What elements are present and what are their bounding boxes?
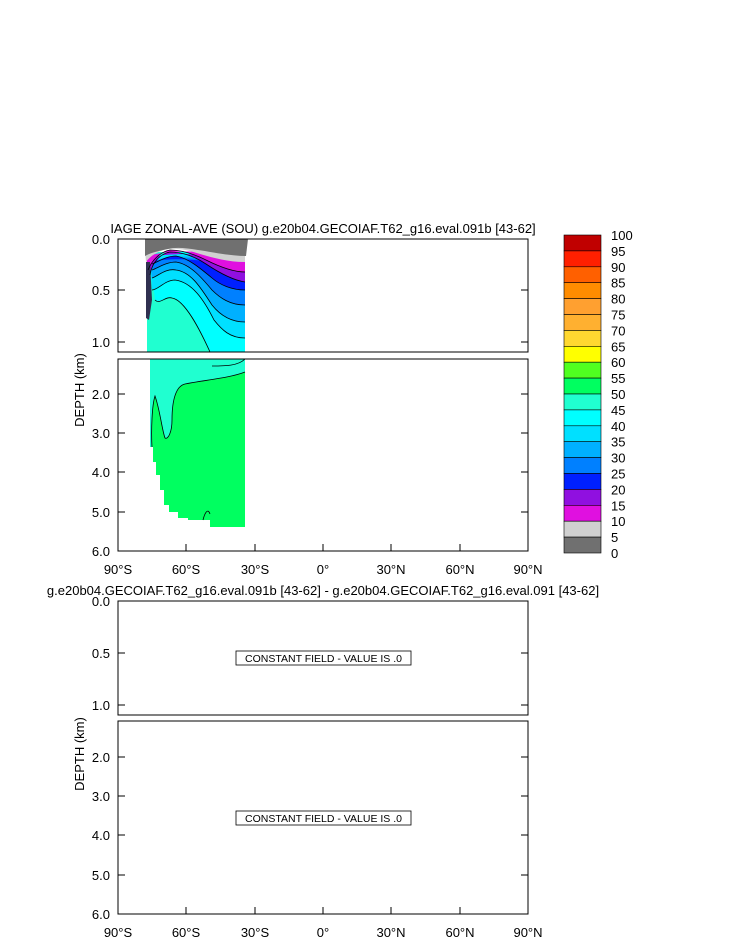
y-tick-label: 0.0 — [92, 594, 110, 609]
colorbar-label: 50 — [611, 387, 625, 402]
x-tick-label: 90°N — [513, 562, 542, 577]
x-tick-label: 60°S — [172, 925, 201, 940]
panel2-x-ticks: 90°S 60°S 30°S 0° 30°N 60°N 90°N — [104, 907, 543, 940]
colorbar-label: 40 — [611, 419, 625, 434]
panel1-ylabel: DEPTH (km) — [72, 353, 87, 427]
panel2-y-ticks: 0.0 0.5 1.0 2.0 3.0 4.0 5.0 6.0 — [92, 594, 528, 922]
x-tick-label: 0° — [317, 925, 329, 940]
colorbar-swatch — [563, 441, 602, 458]
colorbar-swatch — [563, 425, 602, 442]
y-tick-label: 0.5 — [92, 283, 110, 298]
y-tick-label: 5.0 — [92, 505, 110, 520]
colorbar-label: 90 — [611, 260, 625, 275]
y-tick-label: 6.0 — [92, 544, 110, 559]
x-tick-label: 90°N — [513, 925, 542, 940]
colorbar-swatch — [563, 536, 602, 554]
constant-field-box-upper: CONSTANT FIELD - VALUE IS .0 — [235, 650, 412, 666]
colorbar: 1009590858075706560555045403530252015105… — [563, 228, 633, 561]
colorbar-label: 95 — [611, 244, 625, 259]
colorbar-swatch — [563, 377, 602, 395]
colorbar-swatch — [563, 298, 602, 315]
panel1-y-ticks: 0.0 0.5 1.0 2.0 3.0 4.0 5.0 6.0 — [92, 232, 528, 559]
colorbar-swatch — [563, 234, 602, 252]
colorbar-label: 75 — [611, 308, 625, 323]
y-tick-label: 4.0 — [92, 828, 110, 843]
colorbar-label: 55 — [611, 371, 625, 386]
y-tick-label: 0.0 — [92, 232, 110, 247]
colorbar-swatch — [563, 266, 602, 283]
x-tick-label: 60°N — [445, 562, 474, 577]
y-tick-label: 6.0 — [92, 907, 110, 922]
colorbar-label: 100 — [611, 228, 633, 243]
panel1-title: IAGE ZONAL-AVE (SOU) g.e20b04.GECOIAF.T6… — [110, 221, 535, 236]
x-tick-label: 90°S — [104, 562, 133, 577]
panel1-upper-contours — [145, 239, 248, 353]
panel1-upper-frame — [117, 238, 529, 353]
x-tick-label: 30°N — [376, 562, 405, 577]
colorbar-swatch — [563, 489, 602, 506]
colorbar-label: 80 — [611, 292, 625, 307]
x-tick-label: 60°N — [445, 925, 474, 940]
colorbar-label: 85 — [611, 276, 625, 291]
x-tick-label: 90°S — [104, 925, 133, 940]
colorbar-swatch — [563, 504, 602, 522]
colorbar-label: 45 — [611, 403, 625, 418]
y-tick-label: 2.0 — [92, 750, 110, 765]
colorbar-swatch — [563, 330, 602, 347]
colorbar-label: 70 — [611, 323, 625, 338]
colorbar-label: 15 — [611, 498, 625, 513]
y-tick-label: 5.0 — [92, 868, 110, 883]
panel2-ylabel: DEPTH (km) — [72, 717, 87, 791]
colorbar-swatch — [563, 393, 602, 411]
y-tick-label: 3.0 — [92, 789, 110, 804]
contour-0-fill — [145, 239, 248, 256]
colorbar-label: 60 — [611, 355, 625, 370]
colorbar-label: 25 — [611, 467, 625, 482]
colorbar-label: 20 — [611, 482, 625, 497]
y-tick-label: 2.0 — [92, 387, 110, 402]
contour-50-lower-fill — [151, 372, 245, 527]
colorbar-swatch — [563, 361, 602, 379]
colorbar-swatch — [563, 250, 602, 268]
panel1-lower-contours — [140, 358, 246, 559]
colorbar-label: 10 — [611, 514, 625, 529]
panel2-title: g.e20b04.GECOIAF.T62_g16.eval.091b [43-6… — [47, 583, 599, 598]
y-tick-label: 1.0 — [92, 335, 110, 350]
x-tick-label: 60°S — [172, 562, 201, 577]
colorbar-swatch — [563, 473, 602, 490]
colorbar-label: 65 — [611, 339, 625, 354]
contour-edge — [146, 262, 152, 320]
colorbar-swatch — [563, 282, 602, 299]
y-tick-label: 3.0 — [92, 426, 110, 441]
constant-field-label: CONSTANT FIELD - VALUE IS .0 — [245, 653, 402, 665]
y-tick-label: 4.0 — [92, 465, 110, 480]
colorbar-label: 5 — [611, 530, 618, 545]
panel1-x-ticks: 90°S 60°S 30°S 0° 30°N 60°N 90°N — [104, 544, 543, 577]
x-tick-label: 30°N — [376, 925, 405, 940]
colorbar-label: 0 — [611, 546, 618, 561]
colorbar-swatch — [563, 314, 602, 331]
x-tick-label: 30°S — [241, 925, 270, 940]
panel2-upper-frame — [117, 600, 529, 716]
constant-field-box-lower: CONSTANT FIELD - VALUE IS .0 — [235, 810, 412, 826]
constant-field-label: CONSTANT FIELD - VALUE IS .0 — [245, 813, 402, 825]
bathymetry-mask — [140, 447, 245, 559]
colorbar-label: 35 — [611, 435, 625, 450]
x-tick-label: 30°S — [241, 562, 270, 577]
colorbar-swatch — [563, 409, 602, 427]
y-tick-label: 0.5 — [92, 646, 110, 661]
x-tick-label: 0° — [317, 562, 329, 577]
colorbar-swatch — [563, 457, 602, 474]
colorbar-swatch — [563, 345, 602, 363]
colorbar-swatch — [563, 520, 602, 538]
y-tick-label: 1.0 — [92, 698, 110, 713]
colorbar-label: 30 — [611, 451, 625, 466]
